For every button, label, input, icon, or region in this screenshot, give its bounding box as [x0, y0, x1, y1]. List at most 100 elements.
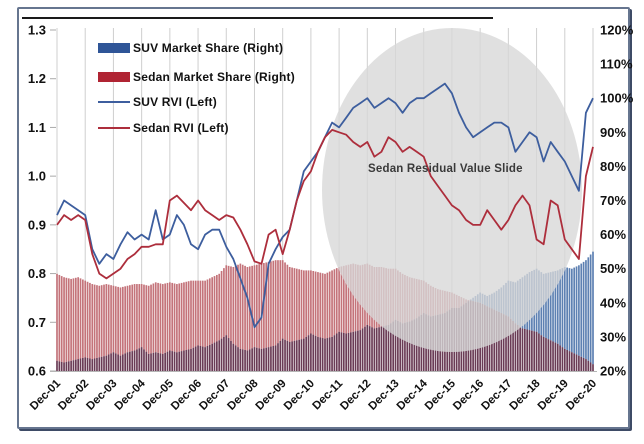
bar-overlap-segment: [164, 352, 166, 371]
bar-top-segment: [552, 271, 554, 342]
bar-top-segment: [300, 269, 303, 340]
bar-top-segment: [197, 280, 199, 346]
bar-top-segment: [556, 270, 559, 344]
bar-overlap-segment: [406, 322, 409, 371]
bar-overlap-segment: [314, 335, 317, 371]
bar-top-segment: [284, 262, 286, 340]
bar-overlap-segment: [387, 324, 390, 371]
bar-top-segment: [279, 260, 282, 341]
bar-overlap-segment: [74, 359, 77, 371]
bar-top-segment: [324, 273, 326, 339]
bar-overlap-segment: [502, 314, 505, 371]
bar-overlap-segment: [145, 351, 148, 371]
left-axis-tick-label: 0.9: [28, 217, 46, 232]
bar-top-segment: [575, 266, 578, 355]
bar-top-segment: [232, 266, 235, 344]
bar-top-segment: [310, 270, 312, 334]
bar-overlap-segment: [140, 347, 143, 371]
bar-overlap-segment: [392, 321, 395, 371]
bar-overlap-segment: [157, 352, 159, 371]
bar-overlap-segment: [345, 333, 348, 371]
bar-overlap-segment: [248, 349, 251, 371]
bar-top-segment: [154, 282, 157, 353]
bar-top-segment: [350, 264, 352, 333]
bar-overlap-segment: [509, 318, 512, 371]
bar-top-segment: [105, 284, 108, 356]
x-axis-tick-label: Dec-12: [338, 378, 373, 413]
bar-overlap-segment: [216, 341, 218, 371]
bar-overlap-segment: [507, 316, 510, 371]
bar-overlap-segment: [521, 328, 524, 371]
bar-overlap-segment: [178, 351, 181, 371]
bar-overlap-segment: [401, 323, 404, 371]
bar-overlap-segment: [246, 350, 249, 371]
bar-top-segment: [568, 268, 571, 352]
bar-top-segment: [582, 261, 585, 358]
bar-overlap-segment: [307, 335, 310, 371]
bar-overlap-segment: [408, 321, 411, 371]
bar-overlap-segment: [263, 348, 265, 371]
right-axis-tick-label: 40%: [600, 295, 626, 310]
bar-top-segment: [554, 270, 557, 343]
bar-overlap-segment: [578, 355, 580, 371]
bar-overlap-segment: [305, 336, 308, 371]
bar-overlap-segment: [110, 353, 112, 371]
sedan-market-share-swatch-icon: [98, 72, 130, 82]
bar-overlap-segment: [183, 350, 185, 371]
bar-overlap-segment: [340, 332, 343, 371]
bar-top-segment: [168, 282, 171, 351]
bar-top-segment: [592, 251, 594, 365]
bar-top-segment: [578, 265, 580, 356]
bar-top-segment: [173, 283, 176, 352]
bar-overlap-segment: [347, 332, 350, 371]
bar-overlap-segment: [143, 349, 145, 371]
bar-top-segment: [171, 282, 174, 352]
bar-overlap-segment: [133, 350, 136, 371]
bar-top-segment: [589, 254, 592, 363]
x-axis-tick-label: Dec-19: [536, 378, 571, 413]
bar-top-segment: [281, 260, 284, 339]
bar-overlap-segment: [328, 337, 331, 371]
bar-top-segment: [272, 260, 275, 346]
bar-overlap-segment: [397, 320, 399, 371]
bar-overlap-segment: [519, 326, 521, 371]
x-axis-tick-label: Dec-03: [84, 378, 119, 413]
annotation-sedan-residual-value-slide: Sedan Residual Value Slide: [368, 163, 523, 175]
bar-top-segment: [295, 268, 298, 341]
bar-top-segment: [559, 269, 561, 346]
bar-top-segment: [150, 284, 152, 354]
bar-top-segment: [143, 284, 145, 350]
bar-overlap-segment: [413, 319, 416, 371]
bar-top-segment: [164, 283, 166, 353]
right-axis-tick-label: 20%: [600, 364, 626, 379]
bar-overlap-segment: [385, 325, 387, 371]
bar-top-segment: [312, 270, 315, 335]
bar-top-segment: [319, 272, 322, 338]
bar-overlap-segment: [566, 349, 568, 371]
sedan-rvi-line-swatch-icon: [98, 126, 130, 130]
legend-label: SUV RVI (Left): [133, 95, 217, 109]
bar-top-segment: [114, 286, 117, 354]
bar-top-segment: [82, 279, 84, 358]
bar-overlap-segment: [357, 330, 359, 371]
bar-top-segment: [129, 285, 131, 352]
bar-top-segment: [265, 262, 268, 348]
bar-overlap-segment: [65, 361, 68, 371]
bar-overlap-segment: [234, 345, 237, 371]
bar-overlap-segment: [255, 347, 258, 371]
bar-top-segment: [159, 283, 162, 354]
bar-top-segment: [201, 280, 204, 347]
bar-top-segment: [335, 268, 338, 334]
bar-overlap-segment: [126, 352, 129, 371]
bar-overlap-segment: [589, 362, 592, 371]
bar-overlap-segment: [70, 360, 72, 371]
bar-overlap-segment: [230, 340, 232, 371]
bar-top-segment: [352, 263, 355, 332]
bar-top-segment: [93, 284, 96, 359]
bar-overlap-segment: [63, 362, 65, 371]
bar-overlap-segment: [587, 360, 590, 371]
x-axis-tick-label: Dec-10: [282, 378, 317, 413]
bar-top-segment: [107, 284, 110, 355]
bar-top-segment: [166, 282, 169, 352]
bar-overlap-segment: [279, 340, 282, 371]
